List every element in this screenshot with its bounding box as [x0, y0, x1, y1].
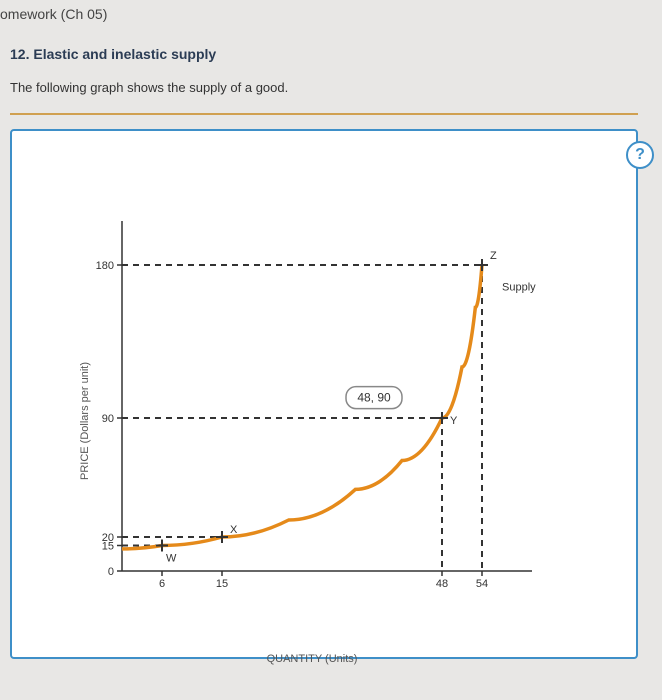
chart-svg: 01520901806154854WXYZSupply48, 90 [52, 211, 572, 611]
divider [10, 113, 638, 115]
question-prompt: The following graph shows the supply of … [10, 80, 648, 95]
svg-text:6: 6 [159, 578, 165, 590]
svg-text:W: W [166, 553, 177, 565]
chart-plot: PRICE (Dollars per unit) 015209018061548… [52, 211, 572, 631]
help-button[interactable]: ? [626, 141, 654, 169]
svg-text:15: 15 [216, 578, 228, 590]
svg-text:0: 0 [108, 566, 114, 578]
svg-text:54: 54 [476, 578, 488, 590]
svg-text:48, 90: 48, 90 [357, 391, 391, 405]
content: 12. Elastic and inelastic supply The fol… [0, 46, 662, 673]
x-axis-label: QUANTITY (Units) [267, 653, 358, 665]
chart-card: ? PRICE (Dollars per unit) 0152090180615… [10, 129, 638, 659]
svg-text:Y: Y [450, 415, 458, 427]
svg-text:90: 90 [102, 413, 114, 425]
svg-text:Supply: Supply [502, 282, 536, 294]
svg-text:20: 20 [102, 532, 114, 544]
svg-text:X: X [230, 524, 238, 536]
svg-text:Z: Z [490, 250, 497, 262]
question-title: 12. Elastic and inelastic supply [10, 46, 648, 62]
y-axis-label: PRICE (Dollars per unit) [79, 362, 91, 480]
svg-text:180: 180 [96, 260, 114, 272]
breadcrumb: omework (Ch 05) [0, 0, 662, 28]
svg-text:48: 48 [436, 578, 448, 590]
